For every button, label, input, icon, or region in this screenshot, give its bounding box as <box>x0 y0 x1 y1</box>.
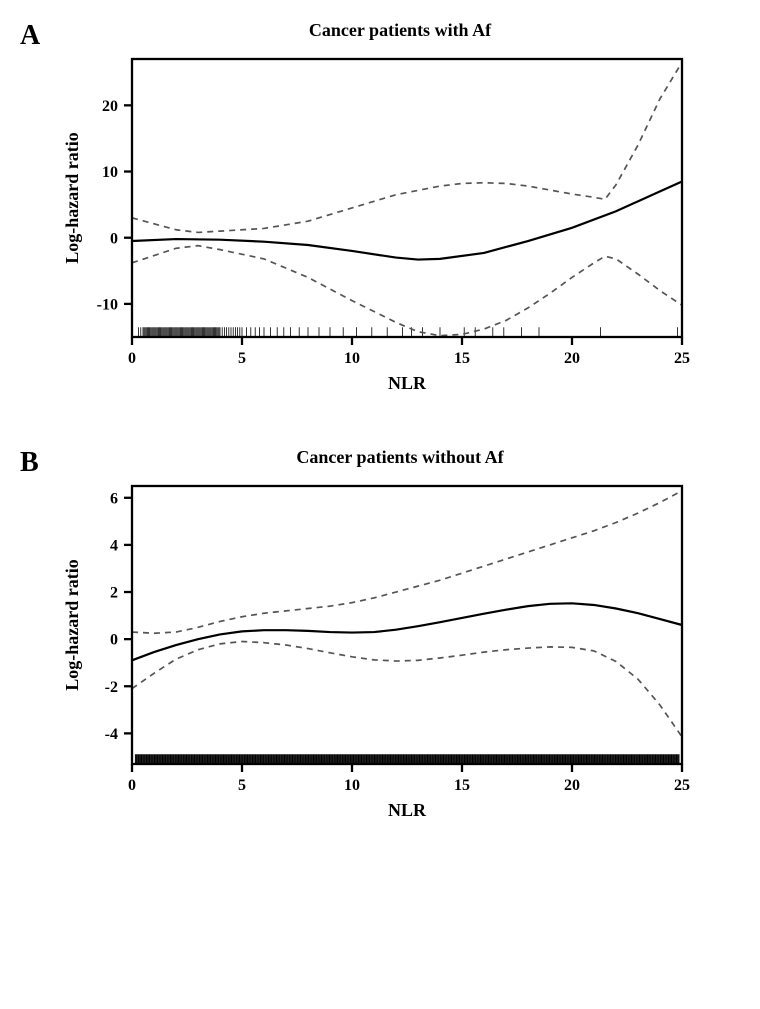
svg-text:5: 5 <box>238 777 246 794</box>
svg-text:0: 0 <box>128 350 136 367</box>
svg-text:25: 25 <box>674 777 690 794</box>
svg-text:NLR: NLR <box>388 800 427 820</box>
svg-text:6: 6 <box>110 490 118 507</box>
panel-b-chart: 0 5 10 15 20 25 -4 -2 0 2 4 6 NLR Log-hazard ratio <box>60 474 700 834</box>
svg-text:15: 15 <box>454 777 470 794</box>
svg-text:-2: -2 <box>105 679 118 696</box>
svg-text:0: 0 <box>110 230 118 247</box>
svg-text:10: 10 <box>344 777 360 794</box>
panel-b-label: B <box>20 447 39 479</box>
panel-a-chart: 0 5 10 15 20 25 -10 0 10 20 NLR Log-hazard ratio <box>60 47 700 407</box>
svg-text:NLR: NLR <box>388 373 427 393</box>
svg-text:4: 4 <box>110 537 118 554</box>
panel-b: B Cancer patients without Af 0510152025-… <box>20 447 740 834</box>
panel-b-title: Cancer patients without Af <box>60 447 740 468</box>
svg-text:15: 15 <box>454 350 470 367</box>
panel-a: A Cancer patients with Af 0510152025-100… <box>20 20 740 407</box>
svg-text:20: 20 <box>564 350 580 367</box>
svg-text:-4: -4 <box>105 726 118 743</box>
svg-text:25: 25 <box>674 350 690 367</box>
svg-text:-10: -10 <box>97 297 118 314</box>
svg-text:5: 5 <box>238 350 246 367</box>
svg-text:10: 10 <box>344 350 360 367</box>
svg-text:0: 0 <box>128 777 136 794</box>
panel-a-chart-wrap: Cancer patients with Af 0 5 10 15 20 25 -10 0 10… <box>60 20 740 407</box>
panel-a-label: A <box>20 20 40 52</box>
panel-b-chart-wrap: Cancer patients without Af 0510152025-4-… <box>60 447 740 834</box>
svg-text:20: 20 <box>564 777 580 794</box>
svg-text:2: 2 <box>110 585 118 602</box>
panel-a-title: Cancer patients with Af <box>60 20 740 41</box>
svg-text:Log-hazard ratio: Log-hazard ratio <box>62 559 82 690</box>
svg-text:Log-hazard ratio: Log-hazard ratio <box>62 132 82 263</box>
svg-text:20: 20 <box>102 98 118 115</box>
svg-text:10: 10 <box>102 164 118 181</box>
svg-text:0: 0 <box>110 632 118 649</box>
